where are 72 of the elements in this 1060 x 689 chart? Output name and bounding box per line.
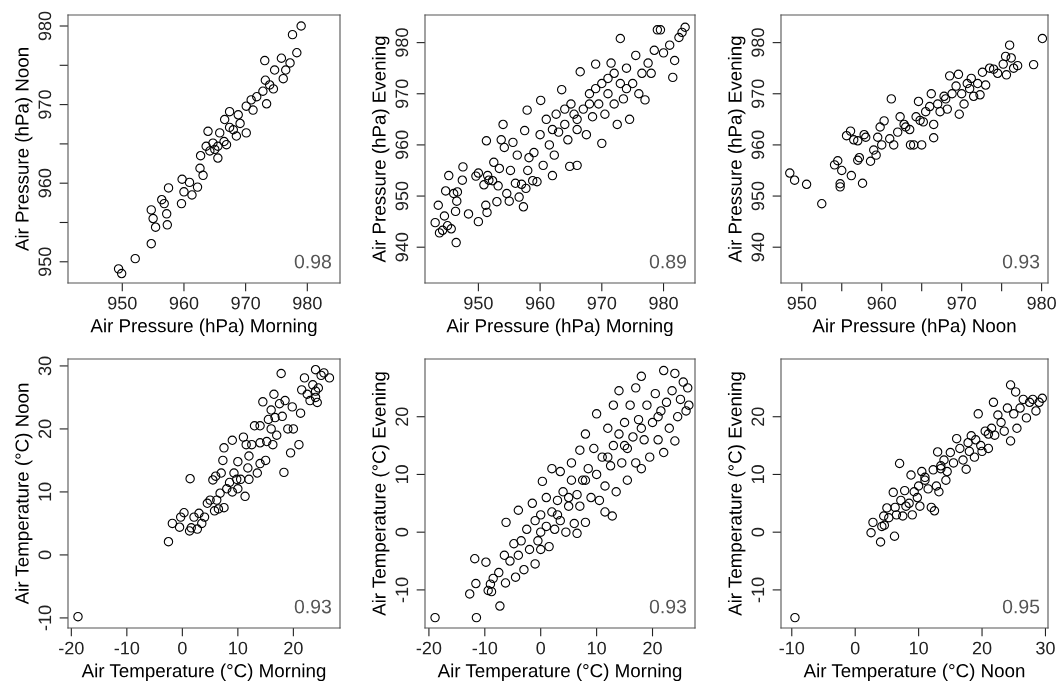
annotation: 0.98 — [294, 254, 331, 269]
y-tick-label: 960 — [38, 168, 52, 198]
y-tick-label: 970 — [38, 90, 52, 119]
x-axis-title: Air Pressure (hPa) Morning — [446, 318, 673, 337]
x-tick-label: -10 — [472, 641, 498, 655]
x-tick-label: 980 — [293, 296, 322, 310]
y-tick-label: 0 — [751, 527, 765, 537]
x-tick-label: 20 — [972, 641, 992, 655]
x-tick-label: 950 — [787, 296, 817, 310]
x-tick-label: 970 — [231, 296, 260, 310]
x-tick-label: 20 — [284, 641, 303, 655]
y-axis-title: Air Pressure (hPa) Evening — [371, 36, 390, 263]
x-axis-title: Air Temperature (°C) Morning — [81, 663, 326, 682]
y-tick-label: 960 — [395, 130, 409, 160]
x-tick-label: 10 — [229, 641, 248, 655]
x-tick-label: -20 — [59, 641, 84, 655]
annotation: 0.93 — [294, 599, 331, 614]
y-tick-label: -10 — [395, 577, 409, 603]
x-tick-label: -20 — [416, 641, 442, 655]
y-tick-label: 20 — [38, 419, 52, 439]
y-tick-label: -10 — [751, 577, 765, 603]
x-tick-label: 950 — [464, 296, 493, 310]
x-tick-label: 30 — [1036, 641, 1055, 655]
x-tick-label: 960 — [867, 296, 897, 310]
x-axis-title: Air Pressure (hPa) Morning — [90, 318, 317, 337]
y-tick-label: 10 — [751, 465, 765, 484]
annotation: 0.95 — [1002, 599, 1040, 614]
y-tick-label: 950 — [38, 247, 52, 276]
y-axis-title: Air Pressure (hPa) Evening — [727, 36, 746, 263]
x-tick-label: 970 — [587, 296, 617, 310]
x-tick-label: -10 — [114, 641, 140, 655]
x-tick-label: 960 — [525, 296, 555, 310]
y-tick-label: 0 — [395, 527, 409, 537]
x-tick-label: -10 — [779, 641, 805, 655]
x-tick-label: 0 — [850, 641, 860, 655]
y-tick-label: 950 — [395, 181, 409, 211]
y-tick-label: 20 — [751, 407, 765, 426]
x-tick-label: 0 — [178, 641, 187, 655]
x-tick-label: 980 — [649, 296, 678, 310]
x-tick-label: 980 — [1027, 296, 1056, 310]
y-tick-label: 20 — [395, 407, 409, 426]
x-tick-label: 20 — [643, 641, 662, 655]
y-tick-label: 980 — [38, 11, 52, 41]
y-tick-label: 980 — [395, 28, 409, 57]
x-tick-label: 0 — [536, 641, 546, 655]
y-tick-label: 970 — [751, 79, 765, 108]
y-axis-title: Air Temperature (°C) Evening — [727, 372, 746, 616]
x-tick-label: 10 — [587, 641, 606, 655]
y-tick-label: -10 — [38, 605, 52, 631]
y-tick-label: 980 — [751, 28, 765, 57]
annotation: 0.93 — [1002, 254, 1040, 269]
y-axis-title: Air Temperature (°C) Noon — [14, 383, 33, 605]
y-tick-label: 960 — [751, 130, 765, 160]
y-tick-label: 10 — [395, 465, 409, 484]
y-tick-label: 10 — [38, 482, 52, 501]
x-axis-title: Air Temperature (°C) Morning — [437, 663, 682, 682]
y-tick-label: 950 — [751, 181, 765, 211]
y-tick-label: 30 — [38, 356, 52, 376]
x-tick-label: 960 — [169, 296, 199, 310]
x-axis-title: Air Pressure (hPa) Noon — [812, 318, 1016, 337]
annotation: 0.93 — [649, 599, 687, 614]
x-tick-label: 10 — [909, 641, 928, 655]
y-axis-title: Air Temperature (°C) Evening — [371, 372, 390, 616]
y-tick-label: 940 — [395, 232, 409, 262]
x-tick-label: 950 — [108, 296, 137, 310]
x-axis-title: Air Temperature (°C) Noon — [803, 663, 1025, 682]
annotation: 0.89 — [649, 254, 686, 269]
y-tick-label: 0 — [38, 550, 52, 560]
y-tick-label: 970 — [395, 79, 409, 108]
y-axis-title: Air Pressure (hPa) Noon — [14, 48, 33, 252]
x-tick-label: 970 — [947, 296, 977, 310]
y-tick-label: 940 — [751, 232, 765, 262]
